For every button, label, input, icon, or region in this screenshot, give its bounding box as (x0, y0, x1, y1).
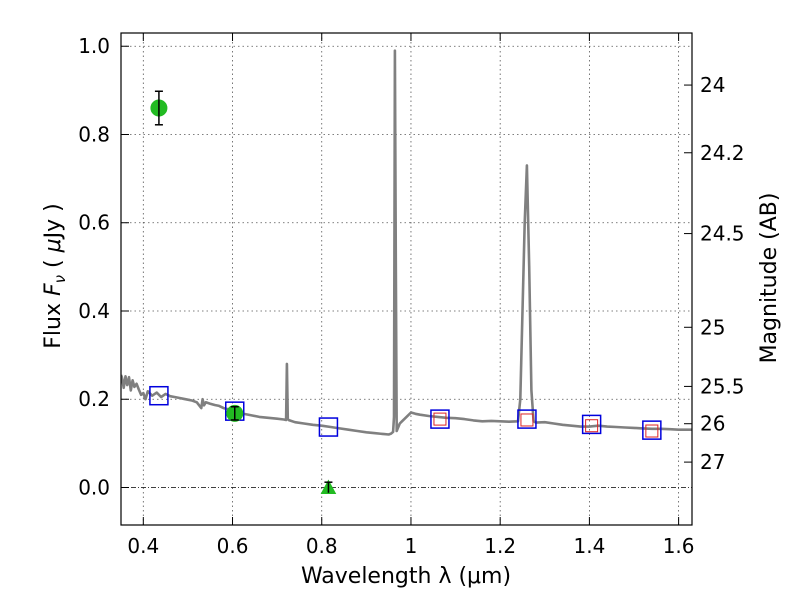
x-axis-label: Wavelength λ (μm) (301, 564, 511, 589)
y-tick-label: 0.6 (78, 211, 110, 235)
model-point (149, 385, 169, 406)
x-tick-label: 1.4 (573, 534, 605, 558)
model-point (581, 414, 602, 435)
magnitude-tick-label: 24 (700, 73, 725, 97)
y-label-part-f: F (41, 283, 66, 296)
observed-point (645, 424, 659, 438)
y-label-part-flux: Flux (41, 296, 66, 349)
plot-frame (120, 32, 693, 526)
magnitude-tick-label: 26 (700, 412, 725, 436)
x-tick-label: 0.4 (127, 534, 159, 558)
y-label-part-nu: ν (51, 275, 69, 283)
axes: 0.4 0.6 0.8 1 1.2 1.4 1.6 0.0 0.2 0.4 0.6 0.8 1.0 24 2… (78, 33, 745, 558)
y-tick-label: 1.0 (78, 34, 110, 58)
observed-point (520, 413, 534, 427)
y-label-part-unit: Jy ) (41, 203, 66, 240)
model-point (642, 420, 662, 440)
y-tick-label: 0.0 (78, 475, 110, 499)
x-tick-label: 0.6 (217, 534, 249, 558)
model-point (430, 409, 450, 429)
y-axis-label-right: Magnitude (AB) (757, 193, 782, 364)
spectrum-line (121, 49, 692, 436)
x-tick-label: 1 (405, 534, 418, 558)
y-tick-label: 0.4 (78, 299, 110, 323)
magnitude-tick-label: 25.5 (700, 374, 745, 398)
y-tick-label: 0.2 (78, 387, 110, 411)
plot-area (121, 49, 692, 494)
magnitude-tick-label: 27 (700, 450, 725, 474)
y-axis-label-left: Flux Fν ( μJy ) (41, 203, 69, 348)
model-point (517, 409, 537, 429)
x-tick-label: 0.8 (306, 534, 338, 558)
y-label-part-open: ( (41, 252, 66, 275)
x-tick-label: 1.6 (663, 534, 695, 558)
magnitude-tick-label: 24.5 (700, 222, 745, 246)
observed-point (585, 419, 599, 433)
magnitude-tick-label: 24.2 (700, 141, 745, 165)
y-label-part-mu: μ (41, 238, 66, 253)
magnitude-tick-label: 25 (700, 315, 725, 339)
y-tick-label: 0.8 (78, 122, 110, 146)
grid (121, 33, 692, 525)
x-tick-label: 1.2 (484, 534, 516, 558)
model-point (318, 417, 339, 437)
observed-point (433, 412, 447, 426)
